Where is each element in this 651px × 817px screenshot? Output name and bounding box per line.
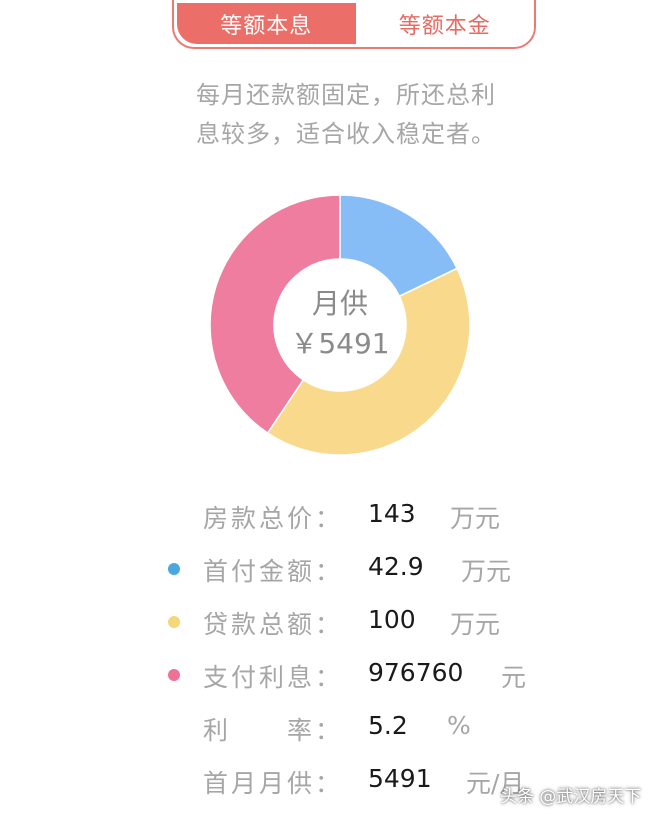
monthly-payment-value: ￥5491 <box>290 327 390 360</box>
detail-row-first-month: 首月月供： 5491 元/月 <box>0 758 651 802</box>
detail-value: 976760 <box>368 658 464 687</box>
detail-unit: 万元 <box>461 557 512 586</box>
source-watermark: 头条 @武汉房天下 <box>500 787 642 807</box>
detail-value: 100 <box>368 605 416 634</box>
detail-unit: % <box>447 711 471 740</box>
detail-label: 利 率： <box>203 716 344 745</box>
description-line: 每月还款额固定，所还总利 <box>196 81 496 109</box>
detail-row-rate: 利 率： 5.2 % <box>0 705 651 749</box>
detail-row-down-payment: 首付金额： 42.9 万元 <box>0 546 651 590</box>
detail-row-interest: 支付利息： 976760 元 <box>0 652 651 696</box>
legend-dot-icon <box>168 563 180 575</box>
repayment-method-toggle: 等额本息 等额本金 <box>172 0 536 49</box>
monthly-payment-label: 月供 <box>311 287 368 320</box>
detail-label: 支付利息： <box>203 663 344 692</box>
description-line: 息较多，适合收入稳定者。 <box>196 120 496 148</box>
detail-value: 5.2 <box>368 711 408 740</box>
detail-row-loan-amount: 贷款总额： 100 万元 <box>0 599 651 643</box>
tab-equal-installment[interactable]: 等额本息 <box>177 3 356 44</box>
tab-equal-principal[interactable]: 等额本金 <box>355 0 534 47</box>
detail-value: 143 <box>368 499 416 528</box>
detail-unit: 万元 <box>450 504 501 533</box>
detail-label: 首付金额： <box>203 557 344 586</box>
legend-dot-icon <box>168 616 180 628</box>
detail-value: 42.9 <box>368 552 424 581</box>
donut-center: 月供 ￥5491 <box>205 190 475 460</box>
detail-label: 房款总价： <box>203 504 344 533</box>
donut-svg <box>209 194 471 456</box>
detail-value: 5491 <box>368 764 432 793</box>
detail-unit: 元 <box>501 663 527 692</box>
legend-dot-icon <box>168 669 180 681</box>
detail-label: 贷款总额： <box>203 610 344 639</box>
detail-unit: 元/月 <box>466 769 525 798</box>
donut-slice <box>209 194 341 435</box>
detail-unit: 万元 <box>450 610 501 639</box>
donut-slice <box>339 194 459 298</box>
payment-donut-chart: 月供 ￥5491 <box>205 190 475 460</box>
method-description: 每月还款额固定，所还总利 息较多，适合收入稳定者。 <box>0 76 651 154</box>
detail-label: 首月月供： <box>203 769 344 798</box>
detail-row-total-price: 房款总价： 143 万元 <box>0 493 651 537</box>
donut-slice <box>266 267 471 456</box>
